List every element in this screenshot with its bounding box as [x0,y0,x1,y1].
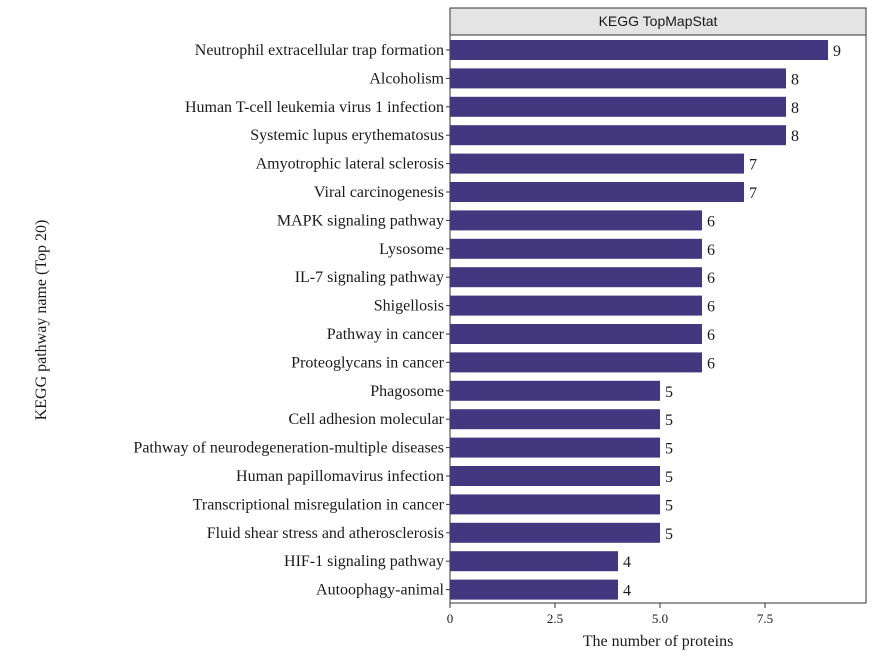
bar [450,96,786,117]
category-label: MAPK signaling pathway [277,212,444,229]
category-label: Systemic lupus erythematosus [250,127,444,144]
bar [450,522,660,543]
category-label: Transcriptional misregulation in cancer [193,496,445,513]
bar [450,324,702,344]
value-label: 7 [749,157,757,174]
category-label: Human papillomavirus infection [236,468,444,485]
bar [450,409,660,430]
category-label: Fluid shear stress and atherosclerosis [207,525,444,542]
value-label: 4 [623,554,631,571]
bars-group [450,40,828,600]
chart-title: KEGG TopMapStat [599,13,718,29]
value-label: 4 [623,583,631,600]
bar [450,267,702,288]
x-tick-label: 0 [447,611,454,626]
plot-panel [449,34,867,604]
value-label: 8 [791,128,799,145]
value-label: 6 [707,355,715,372]
category-label: Amyotrophic lateral sclerosis [256,156,444,173]
bar [450,210,702,231]
value-label: 5 [665,497,673,514]
category-labels: Neutrophil extracellular trap formation A… [133,42,444,599]
value-label: 6 [707,299,715,316]
category-label: Cell adhesion molecular [288,411,444,428]
category-label: Alcoholism [369,70,444,87]
value-label: 7 [749,185,757,202]
value-label: 5 [665,469,673,486]
x-tick-label: 2.5 [547,611,563,626]
value-label: 8 [791,71,799,88]
x-tick-label: 5.0 [652,611,668,626]
category-label: Pathway of neurodegeneration-multiple di… [133,440,444,457]
value-label: 5 [665,526,673,543]
category-label: Autoophagy-animal [316,582,445,599]
bar [450,40,828,60]
category-label: Neutrophil extracellular trap formation [195,42,444,59]
bar [450,295,702,316]
value-labels: 9 8 8 8 7 7 6 6 6 6 6 6 5 5 5 5 5 5 4 4 [623,43,841,600]
category-label: Shigellosis [374,298,444,315]
value-label: 5 [665,441,673,458]
category-label: IL-7 signaling pathway [295,269,444,286]
category-label: Proteoglycans in cancer [291,354,445,371]
category-label: Pathway in cancer [327,326,445,343]
bar [450,380,660,401]
bar [450,125,786,146]
bar [450,437,660,458]
x-axis: 0 2.5 5.0 7.5 [446,49,866,626]
value-label: 9 [833,43,841,60]
value-label: 6 [707,270,715,287]
value-label: 6 [707,242,715,259]
plot-panel-border [449,34,867,604]
facet-strip: KEGG TopMapStat [449,7,867,36]
value-label: 5 [665,412,673,429]
x-axis-title: The number of proteins [583,633,734,650]
y-axis-title: KEGG pathway name (Top 20) [33,220,50,421]
category-label: Lysosome [379,241,444,258]
bar [450,494,660,515]
category-label: HIF-1 signaling pathway [284,553,444,570]
bar [450,182,744,202]
bar [450,551,618,572]
bar [450,153,744,174]
bar [450,466,660,486]
bar [450,238,702,259]
category-label: Phagosome [370,383,444,400]
value-label: 5 [665,384,673,401]
x-tick-label: 7.5 [757,611,773,626]
category-label: Human T-cell leukemia virus 1 infection [185,99,444,116]
value-label: 6 [707,213,715,230]
category-label: Viral carcinogenesis [314,184,444,201]
bar [450,352,702,373]
value-label: 6 [707,327,715,344]
value-label: 8 [791,100,799,117]
facet-strip-background [449,7,867,36]
bar [450,579,618,600]
bar [450,68,786,89]
